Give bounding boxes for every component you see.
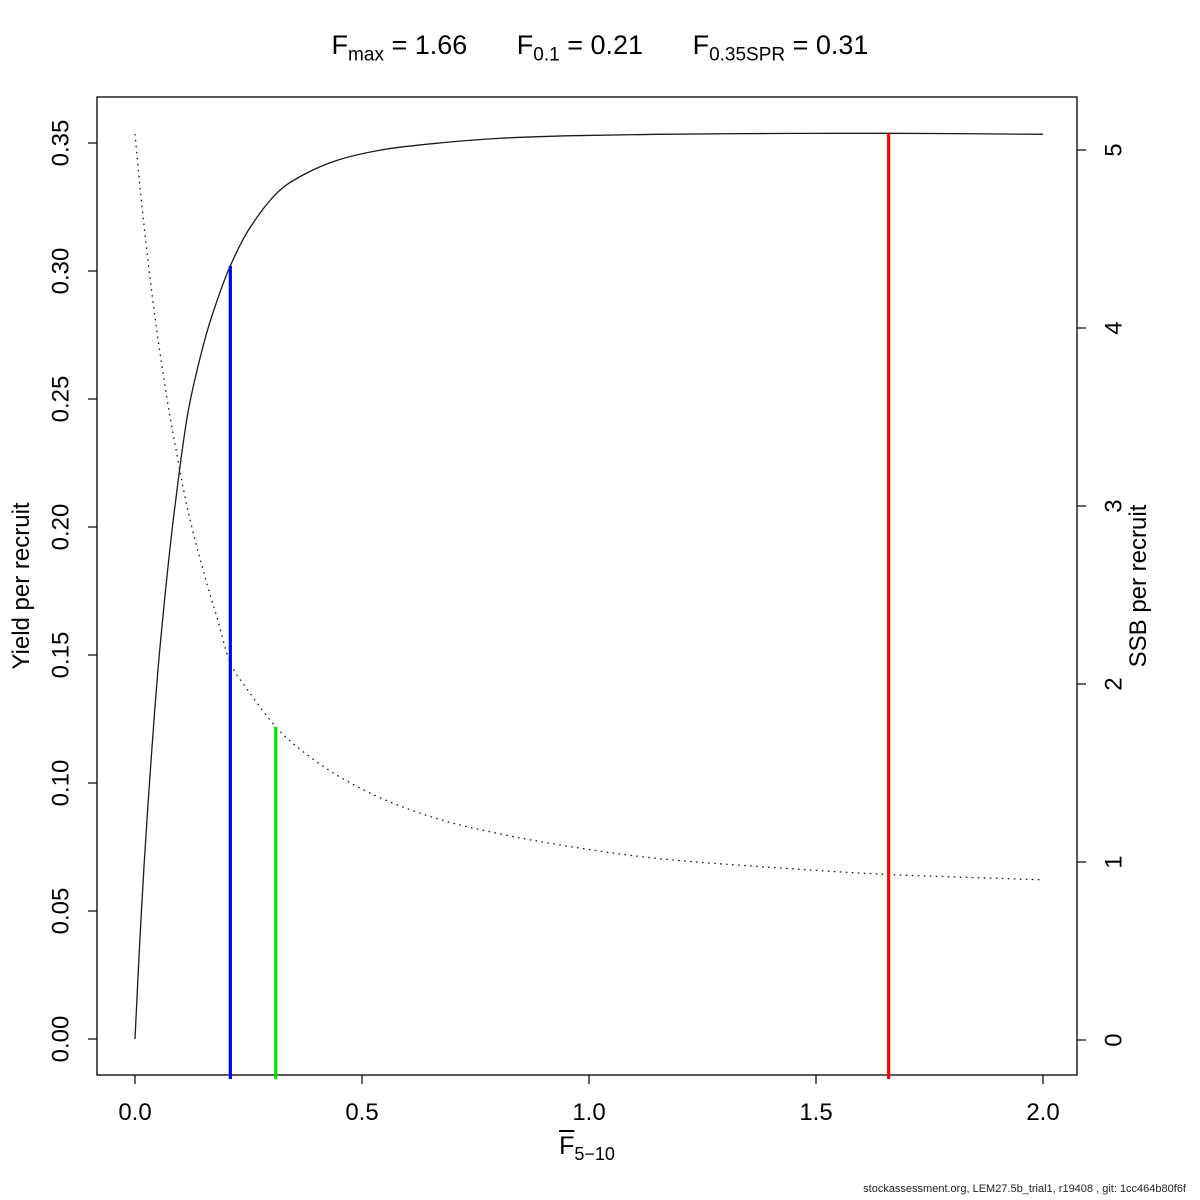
x-tick-label: 0.0	[118, 1099, 151, 1126]
footer-attribution: stockassessment.org, LEM27.5b_trial1, r1…	[863, 1183, 1186, 1195]
x-tick-label: 1.0	[572, 1099, 605, 1126]
y-left-tick-label: 0.30	[48, 248, 75, 295]
y-right-tick-label: 3	[1101, 499, 1128, 512]
f01-annotation: F0.1 = 0.21	[516, 30, 644, 65]
f01-sub: 0.1	[533, 44, 560, 66]
y-right-tick-label: 5	[1101, 143, 1128, 156]
fmax-value: = 1.66	[383, 30, 468, 60]
f035spr-value: = 0.31	[785, 30, 869, 60]
f035spr-base: F	[692, 30, 710, 60]
y-right-tick-label: 0	[1101, 1033, 1128, 1046]
y-left-tick-label: 0.35	[48, 120, 75, 167]
y-right-tick-label: 2	[1101, 677, 1128, 690]
y-right-tick-label: 1	[1101, 855, 1128, 868]
y-axis-label-right: SSB per recruit	[1125, 504, 1152, 668]
x-axis-label-sub: 5−10	[574, 1144, 615, 1164]
ssb-per-recruit-curve	[134, 133, 1044, 881]
f035spr-sub: 0.35SPR	[709, 44, 786, 66]
x-tick-label: 1.5	[799, 1099, 832, 1126]
f01-value: = 0.21	[559, 30, 644, 60]
y-right-tick-label: 4	[1101, 321, 1128, 334]
x-tick-label: 2.0	[1026, 1099, 1059, 1126]
plot-box	[96, 96, 1078, 1076]
y-left-tick-label: 0.15	[48, 632, 75, 679]
x-axis-label-base: F	[559, 1132, 575, 1160]
y-left-tick-label: 0.20	[48, 504, 75, 551]
y-left-tick-label: 0.10	[48, 760, 75, 807]
y-axis-label-left: Yield per recruit	[8, 502, 35, 670]
y-left-tick-label: 0.00	[48, 1016, 75, 1063]
plot-title: Fmax = 1.66 F0.1 = 0.21 F0.35SPR = 0.31	[0, 30, 1200, 66]
fmax-sub: max	[348, 44, 384, 66]
f01-base: F	[516, 30, 534, 60]
fmax-annotation: Fmax = 1.66	[331, 30, 468, 65]
y-left-tick-label: 0.25	[48, 376, 75, 423]
x-axis-label: F5−10	[97, 1132, 1077, 1165]
y-left-tick-label: 0.05	[48, 888, 75, 935]
fmax-base: F	[331, 30, 349, 60]
yield-per-recruit-curve	[134, 132, 1044, 1040]
f035spr-annotation: F0.35SPR = 0.31	[692, 30, 869, 65]
x-tick-label: 0.5	[345, 1099, 378, 1126]
